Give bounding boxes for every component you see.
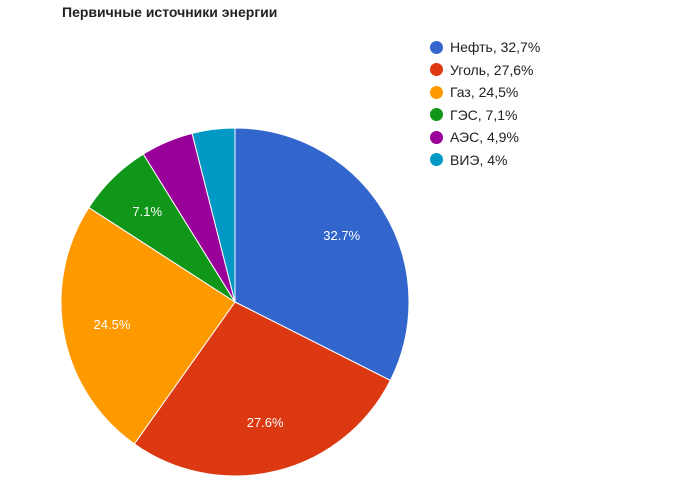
legend-swatch-oil <box>430 40 443 54</box>
legend-swatch-gas <box>430 85 443 99</box>
legend-item-hydro[interactable]: ГЭС, 7,1% <box>430 104 540 127</box>
legend-label-hydro: ГЭС, 7,1% <box>450 106 518 123</box>
legend-item-coal[interactable]: Уголь, 27,6% <box>430 59 540 82</box>
legend-item-gas[interactable]: Газ, 24,5% <box>430 81 540 104</box>
legend-item-renewables[interactable]: ВИЭ, 4% <box>430 149 540 172</box>
slice-label-coal: 27.6% <box>247 415 284 430</box>
slice-label-hydro: 7.1% <box>132 204 162 219</box>
pie-slice-gas[interactable] <box>60 206 236 445</box>
legend-label-coal: Уголь, 27,6% <box>450 61 534 78</box>
pie-slice-coal[interactable] <box>133 301 392 477</box>
legend-swatch-renewables <box>430 153 443 167</box>
legend-item-oil[interactable]: Нефть, 32,7% <box>430 36 540 59</box>
pie-slice-oil[interactable] <box>234 127 410 382</box>
legend-swatch-hydro <box>430 108 443 122</box>
legend-label-oil: Нефть, 32,7% <box>450 39 541 56</box>
legend-swatch-coal <box>430 63 443 77</box>
legend-label-nuclear: АЭС, 4,9% <box>450 129 519 146</box>
chart-title: Первичные источники энергии <box>62 4 278 20</box>
slice-label-gas: 24.5% <box>94 317 131 332</box>
slice-label-oil: 32.7% <box>323 228 360 243</box>
legend-item-nuclear[interactable]: АЭС, 4,9% <box>430 126 540 149</box>
legend: Нефть, 32,7% Уголь, 27,6% Газ, 24,5% ГЭС… <box>430 36 540 171</box>
legend-swatch-nuclear <box>430 130 443 144</box>
legend-label-renewables: ВИЭ, 4% <box>450 151 508 168</box>
legend-label-gas: Газ, 24,5% <box>450 84 519 101</box>
pie-slice-renewables[interactable] <box>191 127 236 303</box>
